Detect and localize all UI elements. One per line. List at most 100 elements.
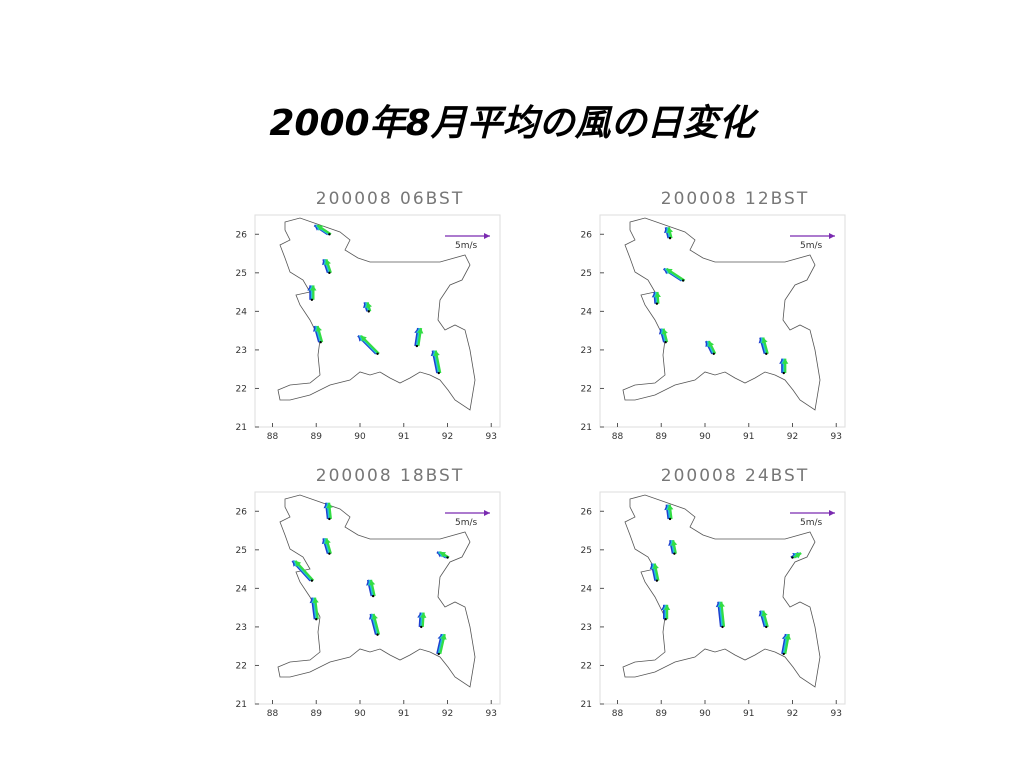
station — [673, 552, 676, 555]
station — [782, 371, 785, 375]
scale-label: 5m/s — [455, 518, 478, 528]
y-tick-label: 25 — [236, 546, 247, 556]
scale-arrowhead — [829, 233, 835, 239]
panel-label: 200008 24BST — [661, 466, 809, 486]
y-tick-label: 25 — [581, 546, 592, 556]
station — [328, 271, 331, 275]
x-tick-label: 90 — [354, 709, 366, 719]
y-tick-label: 22 — [581, 661, 592, 671]
y-tick-label: 24 — [581, 584, 593, 594]
y-tick-label: 24 — [581, 307, 593, 317]
scale-label: 5m/s — [800, 518, 823, 528]
wind-arrowhead — [718, 601, 725, 608]
scale-label: 5m/s — [455, 241, 478, 251]
station — [420, 625, 423, 629]
x-tick-label: 93 — [831, 432, 842, 442]
x-tick-label: 92 — [787, 432, 798, 442]
y-tick-label: 22 — [236, 661, 247, 671]
wind-arrowhead — [708, 341, 715, 348]
x-tick-label: 89 — [311, 709, 323, 719]
station — [310, 298, 314, 301]
y-tick-label: 23 — [236, 623, 247, 633]
plot-frame — [254, 491, 501, 705]
wind-arrowhead — [782, 358, 789, 364]
wind-arrowhead — [361, 335, 367, 342]
scale-arrowhead — [484, 233, 490, 239]
wind-arrowhead — [317, 225, 324, 231]
x-tick-label: 92 — [442, 709, 453, 719]
x-tick-label: 88 — [267, 709, 279, 719]
wind-arrowhead — [761, 337, 768, 344]
station — [664, 618, 667, 621]
station — [328, 233, 331, 236]
wind-arrowhead — [324, 538, 331, 545]
y-tick-label: 21 — [236, 423, 247, 433]
plot-frame — [599, 214, 846, 428]
station — [782, 652, 785, 656]
map-panel: 200008 06BST 88 89 90 91 92 93 21 22 23 24 25 26 5m/s — [236, 189, 501, 442]
station — [376, 352, 379, 355]
y-tick-label: 21 — [581, 700, 592, 710]
y-tick-label: 26 — [581, 230, 593, 240]
wind-arrowhead — [654, 291, 661, 298]
wind-arrowhead — [295, 560, 302, 567]
wind-arrowhead — [761, 610, 768, 617]
y-tick-label: 24 — [236, 307, 248, 317]
x-tick-label: 92 — [787, 709, 798, 719]
wind-arrowhead — [440, 552, 446, 558]
wind-arrowhead — [420, 612, 427, 618]
x-tick-label: 89 — [311, 432, 323, 442]
station — [712, 352, 715, 355]
station — [791, 556, 794, 559]
wind-arrowhead — [795, 553, 802, 559]
wind-arrowhead — [325, 259, 331, 266]
station — [367, 310, 370, 313]
country-outline — [277, 217, 476, 411]
y-tick-label: 26 — [236, 230, 248, 240]
y-tick-label: 24 — [236, 584, 248, 594]
x-tick-label: 89 — [656, 432, 668, 442]
station — [668, 517, 672, 521]
station — [310, 579, 314, 582]
wind-arrowhead — [440, 634, 447, 640]
country-outline — [622, 217, 821, 411]
wind-arrowhead — [369, 579, 376, 586]
station — [328, 517, 331, 521]
station — [437, 652, 440, 656]
station — [371, 594, 375, 598]
station — [664, 341, 667, 344]
y-tick-label: 22 — [581, 384, 592, 394]
wind-arrowhead — [666, 268, 673, 275]
wind-arrowhead — [312, 597, 319, 604]
x-tick-label: 91 — [398, 709, 409, 719]
wind-arrowhead — [667, 227, 674, 234]
station — [655, 579, 659, 582]
x-tick-label: 93 — [486, 432, 497, 442]
y-tick-label: 23 — [581, 346, 592, 356]
wind-arrowhead — [310, 285, 317, 291]
country-outline — [277, 494, 476, 688]
y-tick-label: 26 — [581, 507, 593, 517]
station — [655, 302, 659, 305]
station — [415, 344, 419, 348]
x-tick-label: 88 — [612, 432, 624, 442]
y-tick-label: 23 — [236, 346, 247, 356]
x-tick-label: 89 — [656, 709, 668, 719]
wind-arrowhead — [433, 350, 440, 357]
x-tick-label: 88 — [612, 709, 624, 719]
panel-label: 200008 12BST — [661, 189, 809, 209]
wind-arrowhead — [371, 613, 378, 620]
station — [765, 352, 768, 355]
plot-frame — [254, 214, 501, 428]
scale-arrowhead — [484, 510, 490, 516]
x-tick-label: 91 — [398, 432, 409, 442]
y-tick-label: 26 — [236, 507, 248, 517]
station — [765, 625, 768, 629]
scale-label: 5m/s — [800, 241, 823, 251]
x-tick-label: 90 — [699, 432, 711, 442]
wind-arrowhead — [316, 326, 322, 332]
wind-arrowhead — [326, 502, 333, 509]
y-tick-label: 21 — [236, 700, 247, 710]
station — [315, 618, 318, 621]
x-tick-label: 93 — [486, 709, 497, 719]
